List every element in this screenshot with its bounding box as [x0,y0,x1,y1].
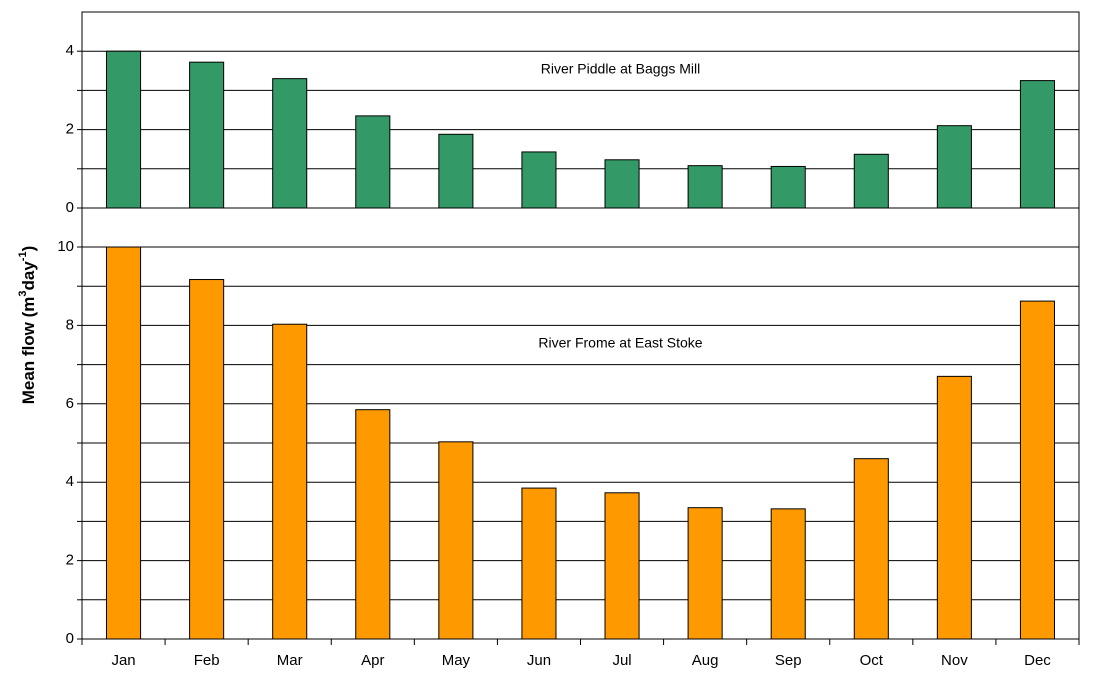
plot-frame [81,11,1080,640]
x-tick-label: Oct [860,652,884,669]
bar [687,165,723,209]
bar [770,508,806,640]
bar [189,61,225,209]
x-tick-label: Sep [775,652,802,669]
bar [106,246,142,640]
y-axis-title-sup: 3 [17,290,29,296]
annotation: River Piddle at Baggs Mill [541,61,701,77]
x-tick-label: Jan [111,652,135,669]
x-tick-label: Apr [361,652,384,669]
x-tick-label: Aug [692,652,719,669]
bar [604,159,640,209]
bar [189,279,225,640]
x-tick-label: Jul [612,652,631,669]
bar [936,375,972,640]
y-tick-label: 2 [66,121,74,138]
bar [521,151,557,209]
y-tick-label: 8 [66,316,74,333]
y-tick-label: 10 [57,238,74,255]
bar [355,409,391,640]
x-tick-label: Nov [941,652,968,669]
bar [438,133,474,209]
bar [1019,80,1055,209]
y-axis-title-part: ) [19,246,38,252]
x-tick-label: Mar [277,652,303,669]
bar [355,115,391,209]
y-axis-title-sup: -1 [17,251,29,261]
bar [853,458,889,640]
y-axis-title-part: Mean flow (m [19,297,38,405]
y-axis-title-part: day [19,261,38,291]
y-tick-label: 0 [66,630,74,647]
y-tick-label: 4 [66,473,74,490]
y-tick-label: 2 [66,552,74,569]
bar [936,125,972,209]
bar [853,153,889,209]
bar [272,323,308,640]
bar [604,492,640,640]
annotation: River Frome at East Stoke [538,335,702,351]
y-tick-label: 0 [66,199,74,216]
x-tick-label: May [442,652,471,669]
y-axis-title: Mean flow (m3day-1) [17,246,39,405]
bar [687,507,723,640]
y-tick-label: 6 [66,395,74,412]
y-tick-label: 4 [66,42,74,59]
x-tick-label: Feb [194,652,220,669]
bar [1019,300,1055,640]
bar [521,487,557,640]
bar [770,165,806,209]
bar [272,78,308,209]
x-tick-label: Dec [1024,652,1051,669]
bar [438,441,474,640]
bar [106,50,142,209]
x-tick-label: Jun [527,652,551,669]
